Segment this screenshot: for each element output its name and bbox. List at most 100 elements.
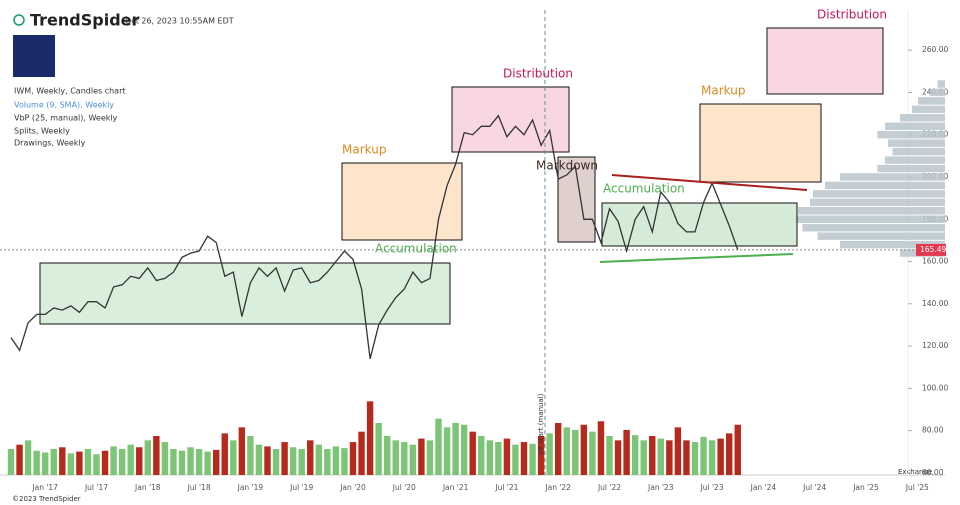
volume-bar	[469, 431, 476, 475]
volume-bar	[384, 436, 391, 475]
volume-bar	[366, 401, 374, 475]
volume-profile-bar	[795, 215, 945, 223]
volume-bar	[315, 444, 322, 475]
volume-bar	[221, 433, 228, 475]
volume-bar	[700, 436, 707, 475]
volume-bar	[307, 440, 314, 475]
volume-bar	[614, 440, 622, 475]
volume-bar	[195, 449, 203, 475]
volume-bar	[289, 447, 297, 475]
volume-bar	[332, 446, 340, 475]
volume-bar	[726, 433, 733, 475]
y-tick-label: 260.00	[922, 45, 948, 54]
annotation-box	[766, 27, 884, 95]
volume-profile-bar	[840, 240, 945, 249]
volume-bar	[683, 440, 690, 475]
x-tick-label: Jul '21	[494, 483, 518, 492]
volume-profile-bar	[877, 164, 945, 173]
volume-bar	[178, 450, 186, 475]
volume-bar	[666, 440, 673, 475]
volume-bar	[255, 444, 263, 475]
volume-bar	[623, 429, 630, 475]
volume-bar	[443, 427, 451, 475]
x-tick-label: Jul '17	[84, 483, 108, 492]
x-tick-label: Jul '25	[905, 483, 929, 492]
volume-bar	[717, 438, 724, 475]
volume-bar	[478, 436, 485, 475]
volume-bar	[213, 449, 220, 475]
volume-bar	[76, 451, 83, 475]
annotation-label: Accumulation	[603, 182, 685, 196]
volume-bar	[127, 444, 134, 475]
annotation-box	[451, 86, 570, 153]
volume-profile-bar	[918, 97, 945, 105]
volume-bar	[392, 440, 399, 475]
x-tick-label: Jan '23	[647, 483, 674, 492]
last-price-label: 165.49	[920, 245, 946, 254]
volume-bar	[33, 450, 40, 475]
volume-profile-bar	[802, 223, 945, 232]
volume-bar	[597, 421, 605, 475]
volume-profile-bar	[892, 147, 945, 156]
volume-bar	[503, 438, 511, 475]
volume-bar	[452, 423, 459, 475]
volume-bar	[50, 449, 57, 475]
volume-bar	[631, 435, 639, 475]
volume-bar	[161, 442, 169, 475]
legend-entry: Drawings, Weekly	[14, 139, 86, 148]
trend-line	[611, 174, 808, 191]
volume-bar	[341, 448, 348, 475]
volume-bar	[674, 427, 682, 475]
x-tick-label: Jul '20	[392, 483, 416, 492]
volume-bar	[418, 438, 425, 475]
volume-bar	[153, 436, 160, 475]
volume-bar	[264, 446, 271, 475]
x-tick-label: Jul '23	[700, 483, 724, 492]
volume-profile-bar	[885, 122, 945, 130]
price-line	[10, 114, 739, 359]
volume-profile-bar	[840, 173, 945, 181]
volume-bar	[375, 423, 382, 475]
annotation-box	[699, 103, 822, 183]
volume-bar	[460, 424, 468, 475]
volume-bar	[520, 442, 528, 475]
volume-bar	[734, 424, 741, 475]
volume-bar	[426, 440, 434, 475]
legend-entry: IWM, Weekly, Candles chart	[14, 87, 126, 96]
x-tick-label: Jan '21	[442, 483, 469, 492]
volume-bar	[324, 449, 331, 475]
volume-bar	[170, 449, 177, 475]
volume-profile-bar	[937, 80, 945, 88]
volume-bar	[358, 431, 365, 475]
volume-bar	[640, 440, 647, 475]
volume-profile-bar	[888, 139, 945, 147]
x-tick-label: Jan '20	[339, 483, 366, 492]
legend-entry: Volume (9, SMA), Weekly	[14, 101, 114, 110]
volume-bar	[93, 454, 100, 475]
x-tick-label: Jan '19	[237, 483, 264, 492]
volume-bar	[401, 442, 408, 475]
volume-bar	[495, 442, 502, 475]
volume-profile-bar	[817, 232, 945, 240]
legend-entry: VbP (25, manual), Weekly	[14, 114, 118, 123]
volume-bar	[187, 447, 194, 475]
x-tick-label: Jul '24	[802, 483, 826, 492]
y-tick-label: 140.00	[922, 299, 948, 308]
volume-bar	[298, 449, 305, 475]
annotation-label: Markup	[342, 143, 386, 157]
x-tick-label: Jul '22	[597, 483, 621, 492]
logo-icon	[13, 14, 25, 26]
y-tick-label: 120.00	[922, 341, 948, 350]
volume-profile-bar	[900, 114, 945, 122]
volume-bar	[546, 433, 553, 475]
y-tick-label: 60.00	[922, 468, 944, 477]
volume-profile-bar	[798, 207, 945, 215]
x-tick-label: Jan '22	[544, 483, 571, 492]
volume-bar	[281, 442, 288, 475]
volume-bar	[409, 444, 417, 475]
volume-profile-bar	[825, 181, 945, 190]
volume-bar	[59, 447, 66, 475]
annotation-label: Distribution	[503, 67, 573, 81]
y-tick-label: 100.00	[922, 383, 948, 392]
x-tick-label: Jan '18	[134, 483, 161, 492]
